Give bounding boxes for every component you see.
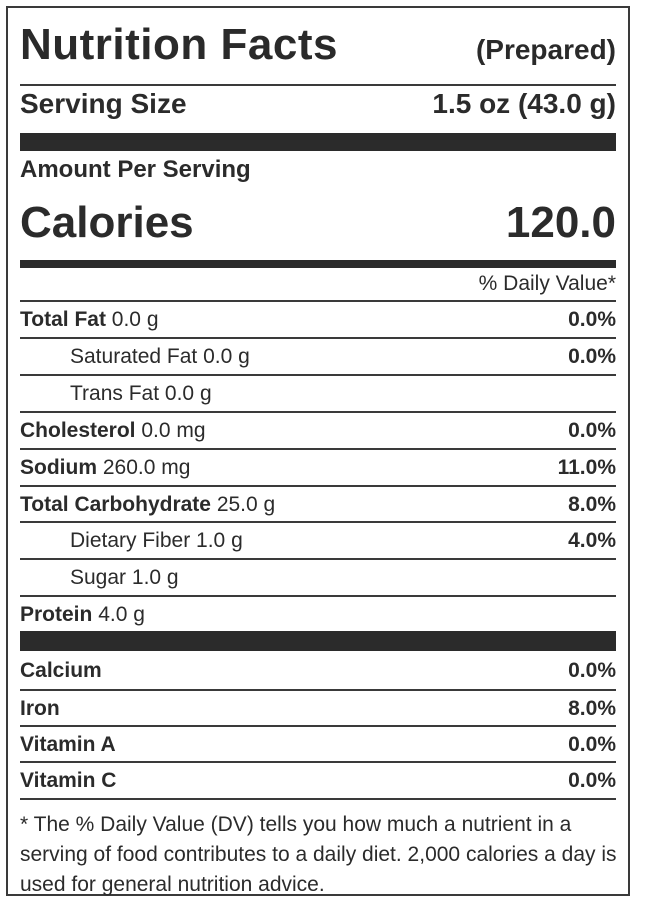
- vitamin-dv: 0.0%: [568, 769, 616, 792]
- daily-value-header: % Daily Value*: [478, 272, 616, 295]
- nutrient-name: Cholesterol: [20, 419, 136, 442]
- divider: [20, 411, 616, 413]
- nutrient-dv: 8.0%: [568, 493, 616, 516]
- divider: [20, 300, 616, 302]
- divider: [20, 337, 616, 339]
- vitamin-dv: 0.0%: [568, 733, 616, 756]
- nutrient-row-sugar: Sugar 1.0 g: [20, 560, 616, 596]
- nutrient-dv: 0.0%: [568, 308, 616, 331]
- daily-value-footnote: * The % Daily Value (DV) tells you how m…: [20, 813, 617, 896]
- serving-size-value: 1.5 oz (43.0 g): [432, 88, 616, 119]
- divider: [20, 595, 616, 597]
- divider: [20, 485, 616, 487]
- nutrient-dv: 0.0%: [568, 419, 616, 442]
- title-row: Nutrition Facts (Prepared): [20, 20, 616, 78]
- nutrient-amount: 260.0 mg: [102, 456, 191, 479]
- vitamin-row-vitamin-a: Vitamin A 0.0%: [20, 727, 616, 763]
- thick-divider: [20, 631, 616, 651]
- label-title: Nutrition Facts: [20, 20, 338, 69]
- nutrient-amount: 0.0 g: [203, 345, 250, 368]
- nutrient-amount: 0.0 g: [164, 382, 212, 405]
- divider: [20, 374, 616, 376]
- vitamin-name: Calcium: [20, 659, 102, 682]
- serving-size-row: Serving Size 1.5 oz (43.0 g): [20, 88, 616, 124]
- nutrient-dv: 4.0%: [568, 529, 616, 552]
- divider: [20, 558, 616, 560]
- divider: [20, 725, 616, 727]
- nutrition-facts-label: Nutrition Facts (Prepared) Serving Size …: [6, 6, 630, 896]
- nutrient-row-trans-fat: Trans Fat 0.0 g: [20, 376, 616, 412]
- nutrient-name: Dietary Fiber: [70, 529, 191, 552]
- thick-divider: [20, 133, 616, 151]
- vitamin-row-vitamin-c: Vitamin C 0.0%: [20, 763, 616, 799]
- nutrient-amount: 0.0 g: [111, 308, 159, 331]
- nutrient-name: Trans Fat: [70, 382, 160, 405]
- divider: [20, 761, 616, 763]
- amount-per-serving: Amount Per Serving: [20, 156, 251, 183]
- nutrient-dv: 0.0%: [568, 345, 616, 368]
- nutrient-row-total-carbohydrate: Total Carbohydrate 25.0 g 8.0%: [20, 487, 616, 523]
- nutrient-amount: 25.0 g: [216, 493, 276, 516]
- calories-value: 120.0: [505, 198, 616, 247]
- divider: [20, 689, 616, 691]
- nutrient-amount: 0.0 mg: [141, 419, 206, 442]
- nutrient-amount: 1.0 g: [196, 529, 243, 552]
- divider: [20, 521, 616, 523]
- vitamin-name: Vitamin A: [20, 733, 116, 756]
- vitamin-name: Iron: [20, 697, 60, 720]
- nutrient-dv: 11.0%: [557, 456, 616, 479]
- nutrient-amount: 4.0 g: [98, 603, 145, 626]
- nutrient-name: Protein: [20, 603, 93, 626]
- serving-size-label: Serving Size: [20, 88, 187, 119]
- nutrient-row-protein: Protein 4.0 g: [20, 597, 616, 633]
- nutrient-row-saturated-fat: Saturated Fat 0.0 g 0.0%: [20, 339, 616, 375]
- nutrient-amount: 1.0 g: [131, 566, 179, 589]
- label-title-note: (Prepared): [475, 34, 616, 65]
- nutrient-row-dietary-fiber: Dietary Fiber 1.0 g 4.0%: [20, 523, 616, 559]
- divider: [20, 448, 616, 450]
- nutrient-name: Total Carbohydrate: [20, 493, 211, 516]
- nutrient-name: Total Fat: [20, 308, 106, 331]
- nutrient-name: Saturated Fat: [70, 345, 198, 368]
- vitamin-dv: 0.0%: [568, 659, 616, 682]
- nutrient-row-sodium: Sodium 260.0 mg 11.0%: [20, 450, 616, 486]
- divider: [20, 84, 616, 86]
- divider: [20, 798, 616, 800]
- calories-row: Calories 120.0: [20, 198, 616, 254]
- vitamin-dv: 8.0%: [568, 697, 616, 720]
- nutrient-name: Sugar: [70, 566, 127, 589]
- thick-divider: [20, 260, 616, 268]
- vitamin-row-calcium: Calcium 0.0%: [20, 653, 616, 689]
- calories-label: Calories: [20, 198, 194, 247]
- nutrient-row-cholesterol: Cholesterol 0.0 mg 0.0%: [20, 413, 616, 449]
- nutrient-name: Sodium: [20, 456, 97, 479]
- vitamin-row-iron: Iron 8.0%: [20, 691, 616, 727]
- nutrient-row-total-fat: Total Fat 0.0 g 0.0%: [20, 302, 616, 338]
- vitamin-name: Vitamin C: [20, 769, 117, 792]
